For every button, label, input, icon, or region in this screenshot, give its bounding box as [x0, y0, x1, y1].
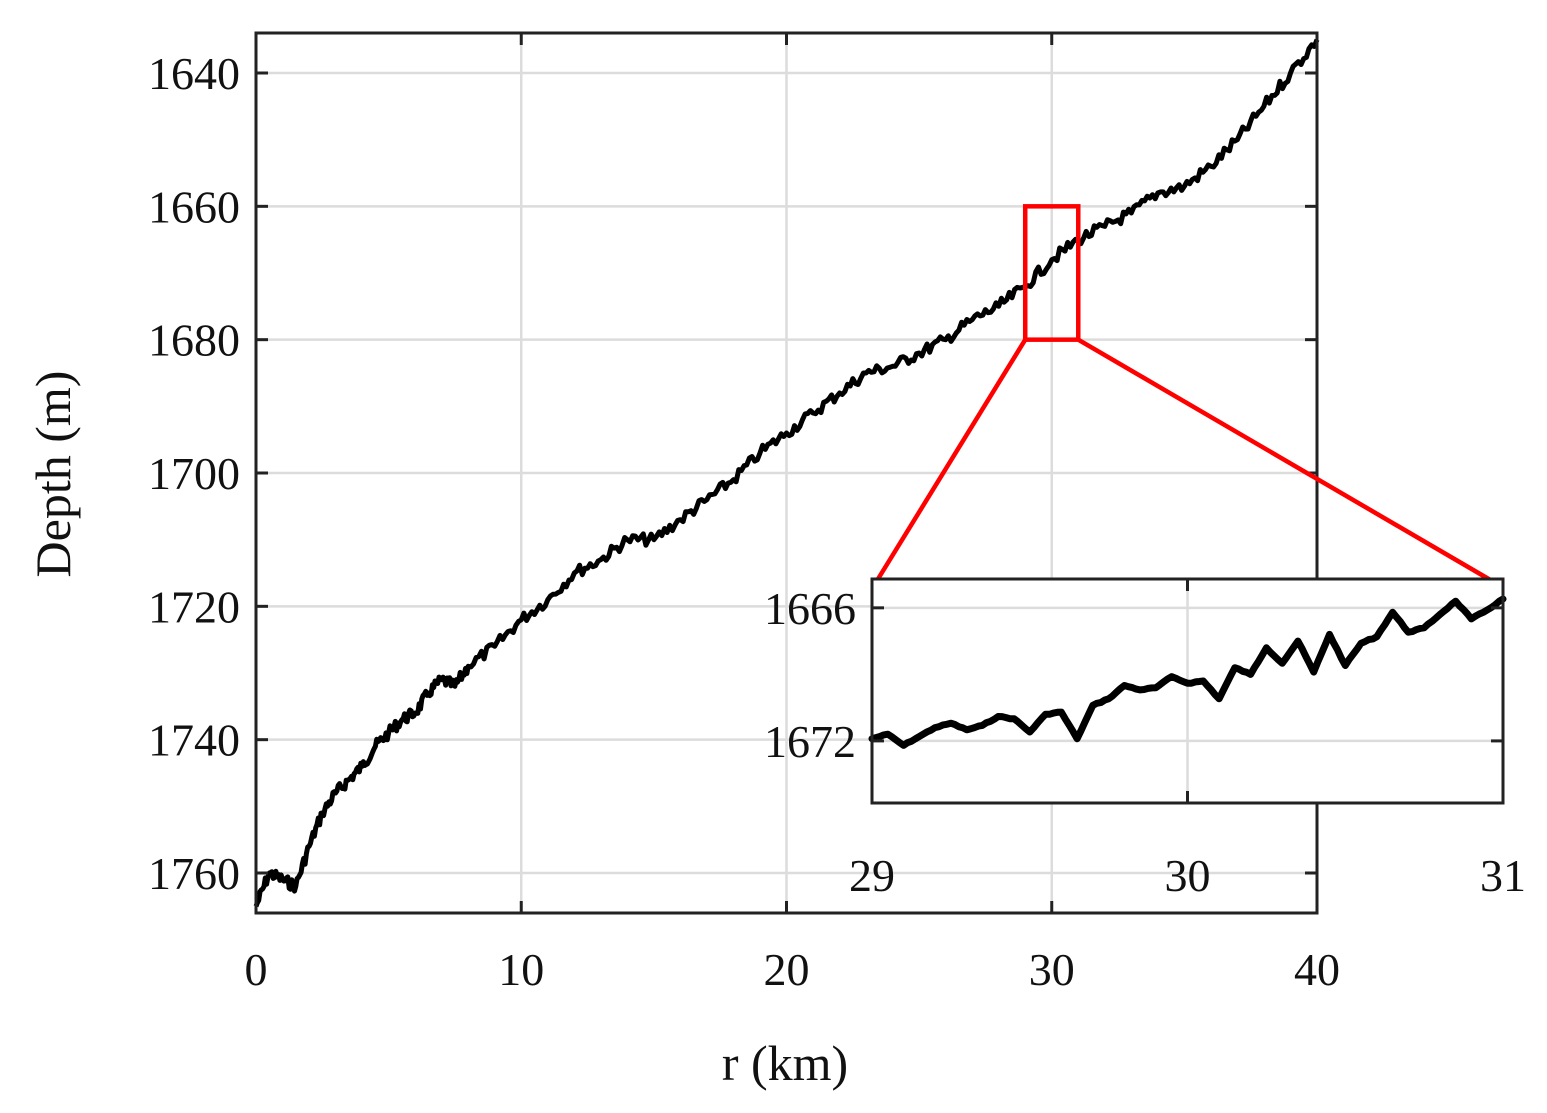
y-axis-label: Depth (m) — [25, 371, 81, 578]
main-y-tick-label: 1680 — [148, 315, 240, 366]
main-x-tick-label: 0 — [245, 944, 268, 995]
main-series-line — [253, 38, 1320, 908]
main-y-tick-label: 1720 — [148, 581, 240, 632]
inset-axes: 29 30 31 1666 1672 — [764, 577, 1526, 901]
inset-x-tick-label: 31 — [1480, 850, 1526, 901]
zoom-highlight-box — [1022, 204, 1081, 342]
main-x-tick-label: 20 — [764, 944, 810, 995]
main-y-tick-labels: 1640 1660 1680 1700 1720 1740 1760 — [148, 48, 240, 899]
inset-x-tick-label: 30 — [1165, 850, 1211, 901]
inset-x-tick-label: 29 — [849, 850, 895, 901]
main-x-tick-label: 10 — [498, 944, 544, 995]
main-x-tick-labels: 0 10 20 30 40 — [245, 944, 1341, 995]
main-x-tick-label: 30 — [1029, 944, 1075, 995]
main-ticks — [254, 33, 1319, 913]
main-y-tick-label: 1700 — [148, 448, 240, 499]
zoom-indicator — [876, 204, 1501, 587]
x-axis-label: r (km) — [722, 1035, 848, 1091]
inset-ticks — [870, 579, 1505, 803]
inset-y-tick-labels: 1666 1672 — [764, 583, 856, 767]
inset-series-line — [868, 595, 1507, 749]
main-x-tick-label: 40 — [1294, 944, 1340, 995]
inset-x-tick-labels: 29 30 31 — [849, 850, 1526, 901]
main-y-tick-label: 1660 — [148, 181, 240, 232]
main-y-tick-label: 1640 — [148, 48, 240, 99]
inset-y-tick-label: 1672 — [764, 716, 856, 767]
main-y-tick-label: 1740 — [148, 715, 240, 766]
main-axes: 0 10 20 30 40 1640 1660 1680 1700 1720 1740 1760 r… — [25, 31, 1341, 1091]
inset-y-tick-label: 1666 — [764, 583, 856, 634]
zoom-connector-left — [876, 338, 1028, 581]
main-y-tick-label: 1760 — [148, 848, 240, 899]
zoom-connector-right — [1077, 337, 1501, 587]
